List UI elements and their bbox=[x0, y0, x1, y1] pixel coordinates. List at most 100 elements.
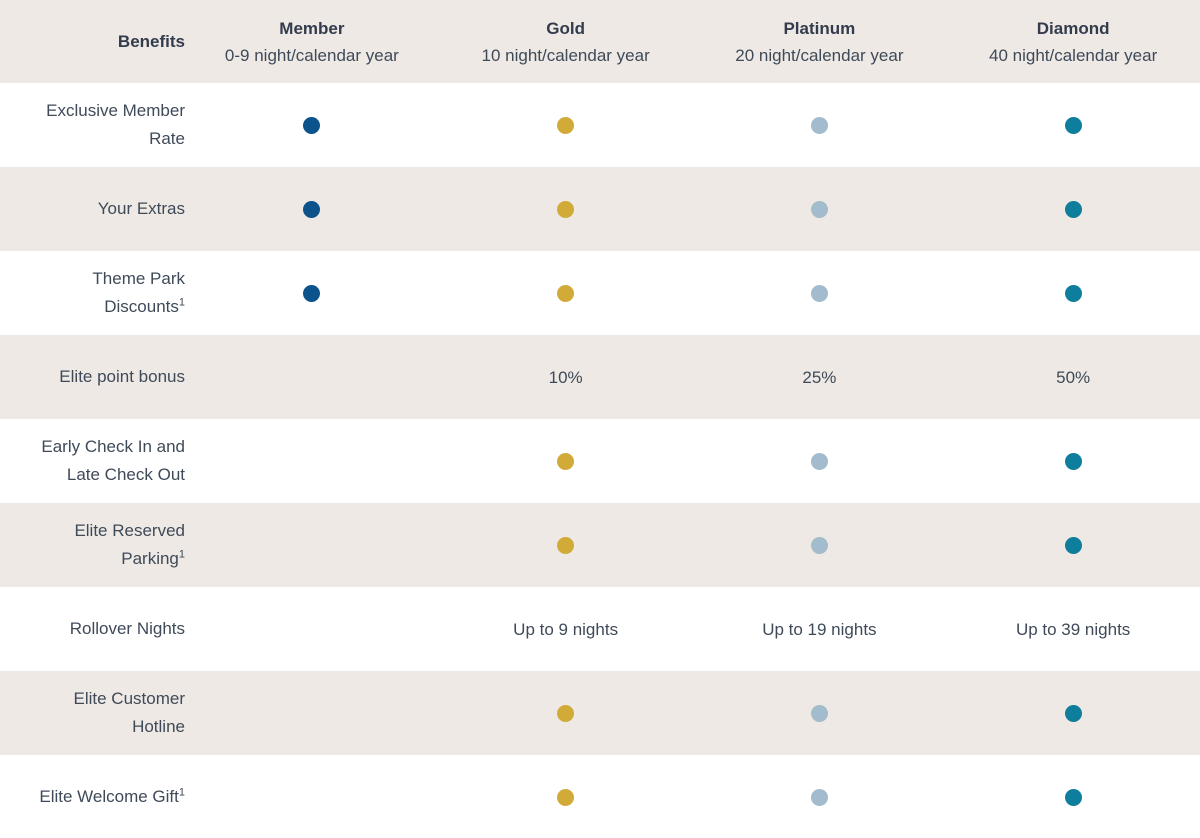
benefit-cell-platinum bbox=[693, 704, 947, 722]
member-included-dot-icon bbox=[303, 284, 321, 302]
benefit-value-text: 10% bbox=[548, 367, 583, 387]
benefit-value-text: 50% bbox=[1056, 367, 1091, 387]
platinum-included-dot-icon bbox=[810, 200, 828, 218]
tier-night-requirement: 0-9 night/calendar year bbox=[224, 45, 399, 65]
benefit-row: Elite point bonus 10% 25% 50% bbox=[0, 335, 1200, 419]
benefit-label-text: Exclusive Member Rate bbox=[46, 101, 185, 148]
benefit-label: Elite Customer Hotline bbox=[0, 685, 185, 741]
gold-included-dot-icon bbox=[557, 284, 575, 302]
benefit-cell-platinum: 25% bbox=[693, 364, 947, 391]
benefit-label-text: Elite Welcome Gift1 bbox=[39, 786, 185, 806]
benefit-row: Elite Reserved Parking1 bbox=[0, 503, 1200, 587]
gold-included-dot-icon bbox=[557, 536, 575, 554]
footnote-superscript: 1 bbox=[178, 548, 185, 561]
benefit-cell-diamond bbox=[946, 536, 1200, 554]
benefit-cell-gold: 10% bbox=[439, 364, 693, 391]
benefit-cell-gold bbox=[439, 200, 693, 218]
benefit-cell-platinum bbox=[693, 284, 947, 302]
benefit-value-text: 25% bbox=[802, 367, 837, 387]
benefit-cell-diamond bbox=[946, 788, 1200, 806]
benefit-cell-platinum bbox=[693, 116, 947, 134]
platinum-included-dot-icon bbox=[810, 284, 828, 302]
tier-night-requirement: 20 night/calendar year bbox=[735, 45, 904, 65]
benefit-cell-gold: Up to 9 nights bbox=[439, 616, 693, 643]
benefit-cell-gold bbox=[439, 284, 693, 302]
benefit-cell-diamond bbox=[946, 452, 1200, 470]
gold-included-dot-icon bbox=[557, 788, 575, 806]
benefit-cell-diamond bbox=[946, 704, 1200, 722]
benefit-cell-platinum bbox=[693, 452, 947, 470]
benefit-label-text: Rollover Nights bbox=[69, 619, 185, 638]
benefit-label: Elite Welcome Gift1 bbox=[0, 783, 185, 811]
benefit-value-text: Up to 19 nights bbox=[762, 619, 877, 639]
benefit-cell-diamond: Up to 39 nights bbox=[946, 616, 1200, 643]
gold-included-dot-icon bbox=[557, 452, 575, 470]
benefit-cell-member bbox=[185, 200, 439, 218]
benefit-cell-gold bbox=[439, 788, 693, 806]
benefit-label-text: Theme Park Discounts1 bbox=[92, 269, 185, 316]
benefit-label: Elite point bonus bbox=[0, 363, 185, 391]
benefit-cell-diamond bbox=[946, 116, 1200, 134]
benefit-label: Your Extras bbox=[0, 195, 185, 223]
tier-night-requirement: 40 night/calendar year bbox=[989, 45, 1158, 65]
benefit-cell-gold bbox=[439, 536, 693, 554]
benefit-cell-platinum bbox=[693, 200, 947, 218]
benefit-cell-diamond: 50% bbox=[946, 364, 1200, 391]
table-header-row: Benefits Member 0-9 night/calendar year Go… bbox=[0, 0, 1200, 83]
platinum-included-dot-icon bbox=[810, 536, 828, 554]
tier-name: Gold bbox=[546, 18, 585, 38]
diamond-included-dot-icon bbox=[1064, 452, 1082, 470]
gold-included-dot-icon bbox=[557, 704, 575, 722]
benefit-row: Elite Welcome Gift1 bbox=[0, 755, 1200, 838]
member-included-dot-icon bbox=[303, 200, 321, 218]
tier-column-header-member: Member 0-9 night/calendar year bbox=[185, 15, 439, 69]
benefit-cell-diamond bbox=[946, 200, 1200, 218]
benefit-value-text: Up to 9 nights bbox=[513, 619, 619, 639]
tier-name: Diamond bbox=[1036, 18, 1110, 38]
benefit-cell-gold bbox=[439, 452, 693, 470]
benefit-label: Theme Park Discounts1 bbox=[0, 265, 185, 321]
benefit-row: Exclusive Member Rate bbox=[0, 83, 1200, 167]
benefit-label-text: Your Extras bbox=[97, 199, 185, 218]
benefit-label-text: Elite Customer Hotline bbox=[73, 689, 185, 736]
diamond-included-dot-icon bbox=[1064, 116, 1082, 134]
platinum-included-dot-icon bbox=[810, 704, 828, 722]
platinum-included-dot-icon bbox=[810, 788, 828, 806]
platinum-included-dot-icon bbox=[810, 452, 828, 470]
diamond-included-dot-icon bbox=[1064, 200, 1082, 218]
benefit-row: Theme Park Discounts1 bbox=[0, 251, 1200, 335]
benefit-label-text: Elite Reserved Parking1 bbox=[74, 521, 185, 568]
benefits-column-header: Benefits bbox=[117, 32, 185, 51]
tier-column-header-gold: Gold 10 night/calendar year bbox=[439, 15, 693, 69]
benefit-row: Elite Customer Hotline bbox=[0, 671, 1200, 755]
gold-included-dot-icon bbox=[557, 200, 575, 218]
benefit-cell-member bbox=[185, 116, 439, 134]
benefits-table-body: Exclusive Member Rate Your Extras Theme Pa… bbox=[0, 83, 1200, 838]
diamond-included-dot-icon bbox=[1064, 704, 1082, 722]
benefit-cell-platinum: Up to 19 nights bbox=[693, 616, 947, 643]
benefit-label: Early Check In and Late Check Out bbox=[0, 433, 185, 489]
gold-included-dot-icon bbox=[557, 116, 575, 134]
benefit-label: Exclusive Member Rate bbox=[0, 97, 185, 153]
benefit-cell-platinum bbox=[693, 536, 947, 554]
platinum-included-dot-icon bbox=[810, 116, 828, 134]
benefit-cell-gold bbox=[439, 704, 693, 722]
benefit-label-text: Early Check In and Late Check Out bbox=[41, 437, 185, 484]
benefit-label: Rollover Nights bbox=[0, 615, 185, 643]
tier-night-requirement: 10 night/calendar year bbox=[481, 45, 650, 65]
tier-column-header-diamond: Diamond 40 night/calendar year bbox=[946, 15, 1200, 69]
benefit-value-text: Up to 39 nights bbox=[1015, 619, 1131, 639]
tier-name: Platinum bbox=[783, 18, 856, 38]
benefit-cell-member bbox=[185, 284, 439, 302]
diamond-included-dot-icon bbox=[1064, 788, 1082, 806]
diamond-included-dot-icon bbox=[1064, 536, 1082, 554]
benefit-row: Early Check In and Late Check Out bbox=[0, 419, 1200, 503]
member-included-dot-icon bbox=[303, 116, 321, 134]
tier-name: Member bbox=[279, 18, 345, 38]
benefit-label-text: Elite point bonus bbox=[59, 367, 185, 386]
tier-column-header-platinum: Platinum 20 night/calendar year bbox=[693, 15, 947, 69]
benefit-cell-platinum bbox=[693, 788, 947, 806]
benefit-row: Rollover Nights Up to 9 nights Up to 19 ni… bbox=[0, 587, 1200, 671]
benefit-cell-gold bbox=[439, 116, 693, 134]
